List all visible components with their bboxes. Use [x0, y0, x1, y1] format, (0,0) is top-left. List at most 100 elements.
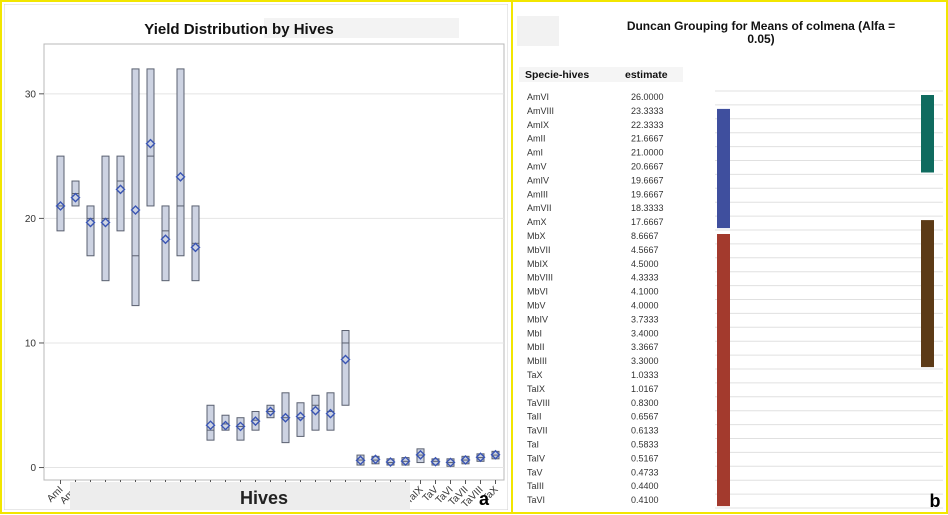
hive-name: MbV [527, 301, 546, 311]
mean-marker [115, 184, 126, 195]
box-MbVIII [325, 392, 336, 431]
estimate-value: 19.6667 [631, 175, 664, 185]
mean-marker [385, 457, 396, 468]
estimate-value: 0.4733 [631, 467, 659, 477]
box-TaVI [445, 457, 456, 468]
table-row: TaI 0.5833 [527, 440, 659, 450]
table-row: AmIII 19.6667 [527, 189, 664, 199]
box-MbVII [310, 394, 321, 431]
chart-title-line1: Duncan Grouping for Means of colmena (Al… [627, 19, 895, 33]
table-row: AmVI 26.0000 [527, 92, 664, 102]
estimate-value: 21.0000 [631, 148, 664, 158]
table-row: TaIII 0.4400 [527, 481, 659, 491]
mean-marker [475, 452, 486, 463]
table-row: MbI 3.4000 [527, 328, 659, 338]
mean-marker [460, 454, 471, 465]
mean-marker [55, 200, 66, 211]
box-AmV [130, 68, 141, 307]
hive-name: MbVII [527, 245, 551, 255]
estimate-value: 0.5167 [631, 453, 659, 463]
table-row: MbIII 3.3000 [527, 356, 659, 366]
estimate-value: 3.3667 [631, 342, 659, 352]
table-row: AmIV 19.6667 [527, 175, 664, 185]
grouping-bars [717, 95, 934, 507]
xlabel-highlight [70, 482, 410, 510]
box-body [236, 417, 245, 441]
box-MbII [220, 414, 231, 431]
estimate-value: 3.7333 [631, 314, 659, 324]
mean-marker [340, 354, 351, 365]
box-AmX [190, 205, 201, 282]
table-row: TaX 1.0333 [527, 370, 659, 380]
hive-name: TaVI [527, 495, 545, 505]
x-axis-label: Hives [240, 488, 288, 508]
table-row: TaIV 0.5167 [527, 453, 659, 463]
row-grid-lines [715, 90, 943, 509]
panel-a: Yield Distribution by Hives 0 10 20 30 AmI A… [3, 3, 509, 513]
mean-marker [355, 455, 366, 466]
mean-marker [250, 416, 261, 427]
mean-marker [100, 217, 111, 228]
box-TaX [490, 449, 501, 460]
hive-name: TaI [527, 440, 539, 450]
panel-label-a: a [479, 489, 490, 509]
table-row: MbIV 3.7333 [527, 314, 659, 324]
hive-name: MbI [527, 328, 542, 338]
box-MbI [205, 404, 216, 441]
hive-name: AmVII [527, 203, 552, 213]
mean-marker [160, 234, 171, 245]
estimate-value: 26.0000 [631, 92, 664, 102]
table-row: AmII 21.6667 [527, 134, 664, 144]
hive-name: MbVIII [527, 273, 553, 283]
estimate-value: 0.5833 [631, 440, 659, 450]
table-row: TaV 0.4733 [527, 467, 659, 477]
estimate-value: 3.4000 [631, 328, 659, 338]
box-MbVI [295, 402, 306, 437]
estimate-value: 0.4400 [631, 481, 659, 491]
group-bar [921, 220, 934, 368]
plot-area [43, 43, 505, 481]
box-MbX [340, 330, 351, 406]
table-row: AmVIII 23.3333 [527, 106, 664, 116]
hive-name: TaX [527, 370, 543, 380]
hive-name: AmII [527, 134, 546, 144]
mean-marker [280, 412, 291, 423]
table-row: TaIX 1.0167 [527, 384, 659, 394]
estimate-value: 8.6667 [631, 231, 659, 241]
box-body [341, 330, 350, 406]
estimate-value: 0.6133 [631, 426, 659, 436]
mean-marker [145, 138, 156, 149]
chart-background [3, 3, 509, 511]
table-row: TaII 0.6567 [527, 412, 659, 422]
box-body [56, 155, 65, 232]
hive-name: AmX [527, 217, 547, 227]
estimate-value: 22.3333 [631, 120, 664, 130]
table-row: MbII 3.3667 [527, 342, 659, 352]
box-TaII [370, 454, 381, 465]
group-bar [921, 95, 934, 173]
table-row: MbVI 4.1000 [527, 287, 659, 297]
box-body [251, 410, 260, 431]
hive-name: TaII [527, 412, 542, 422]
mean-marker [235, 421, 246, 432]
chart-title: Yield Distribution by Hives [144, 21, 333, 38]
hive-name: MbIV [527, 314, 548, 324]
hive-name: AmVI [527, 92, 549, 102]
column-header-hive: Specie-hives [525, 69, 589, 81]
title-highlight [264, 18, 459, 38]
mean-marker [85, 217, 96, 228]
table-row: TaVIII 0.8300 [527, 398, 659, 408]
hive-name: MbII [527, 342, 545, 352]
box-MbIII [235, 417, 246, 441]
table-row: MbV 4.0000 [527, 301, 659, 311]
hive-name: TaVIII [527, 398, 550, 408]
table-row: MbIX 4.5000 [527, 259, 659, 269]
hive-name: MbX [527, 231, 546, 241]
mean-marker [130, 205, 141, 216]
estimate-value: 4.5667 [631, 245, 659, 255]
mean-marker [490, 449, 501, 460]
y-tick-label: 20 [25, 214, 37, 225]
mean-marker [325, 408, 336, 419]
